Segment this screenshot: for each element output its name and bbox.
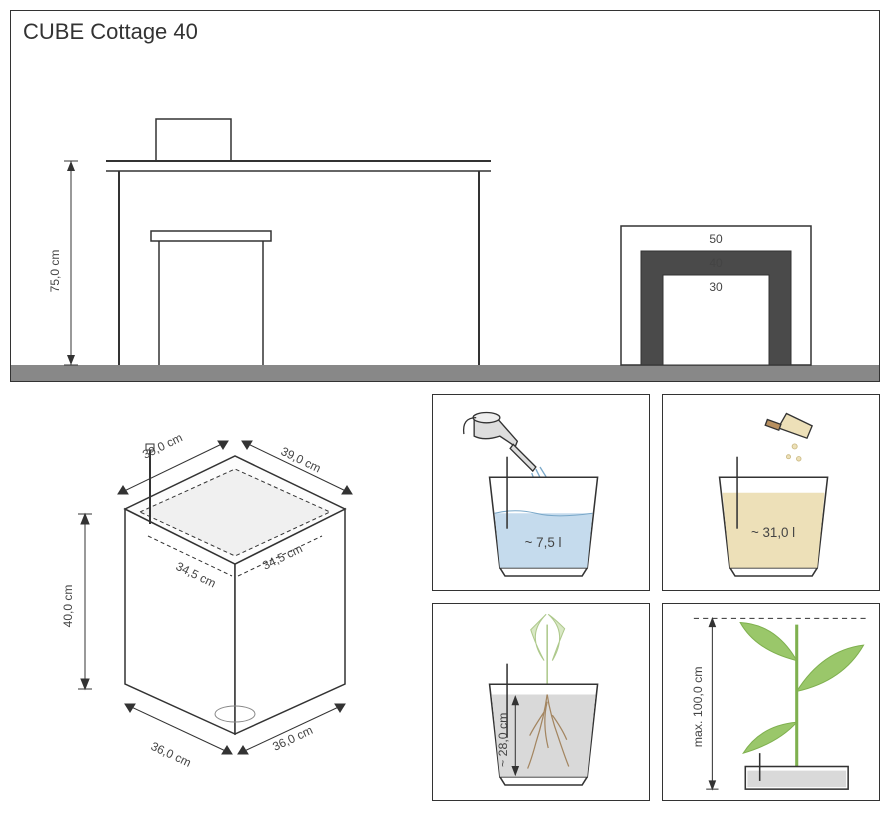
svg-text:30: 30	[709, 280, 723, 294]
root-depth-cell: ~ 28,0 cm	[432, 603, 650, 800]
svg-text:~ 7,5 l: ~ 7,5 l	[525, 535, 562, 550]
isometric-dimensions-panel: 34,5 cm 34,5 cm 39,0 cm 39,0 cm 4	[10, 394, 420, 794]
size-cubes: 50 40 30	[621, 226, 811, 365]
water-capacity-cell: ~ 7,5 l	[432, 394, 650, 591]
max-height-cell: max. 100,0 cm	[662, 603, 880, 800]
svg-text:max. 100,0 cm: max. 100,0 cm	[691, 667, 705, 748]
svg-text:~ 31,0 l: ~ 31,0 l	[751, 525, 795, 540]
scale-comparison-panel: CUBE Cottage 40 75,0 cm 50 40	[10, 10, 880, 382]
svg-text:39,0 cm: 39,0 cm	[140, 430, 185, 461]
plant-silhouette-icon	[531, 615, 565, 685]
svg-text:39,0 cm: 39,0 cm	[279, 444, 324, 475]
svg-text:50: 50	[709, 232, 723, 246]
scale-svg: 75,0 cm 50 40 30	[11, 11, 879, 381]
svg-text:36,0 cm: 36,0 cm	[270, 723, 315, 754]
trowel-icon	[765, 414, 812, 439]
product-title: CUBE Cottage 40	[23, 19, 198, 45]
svg-text:~ 28,0 cm: ~ 28,0 cm	[496, 713, 510, 767]
info-grid: ~ 7,5 l	[432, 394, 880, 801]
watering-can-icon	[464, 412, 536, 471]
soil-capacity-cell: ~ 31,0 l	[662, 394, 880, 591]
iso-svg: 34,5 cm 34,5 cm 39,0 cm 39,0 cm 4	[10, 394, 420, 794]
svg-text:40,0 cm: 40,0 cm	[61, 585, 75, 628]
svg-text:75,0 cm: 75,0 cm	[48, 250, 62, 293]
plant-icon	[740, 623, 863, 769]
svg-text:40: 40	[709, 256, 723, 270]
svg-text:36,0 cm: 36,0 cm	[149, 739, 194, 770]
